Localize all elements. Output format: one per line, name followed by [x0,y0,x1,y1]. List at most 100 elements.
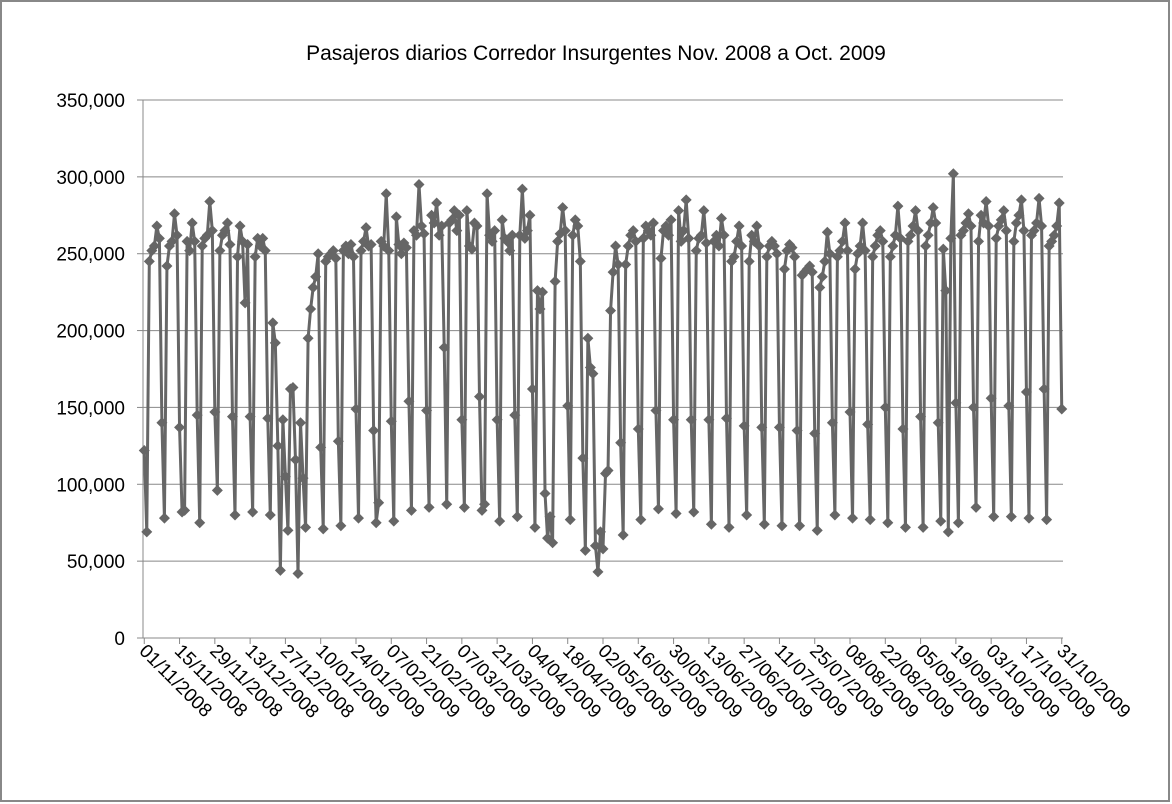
data-marker [365,238,377,250]
data-marker [184,245,196,257]
data-marker [179,504,191,516]
data-marker [413,179,425,191]
data-marker [660,220,672,232]
data-marker [453,209,465,221]
data-marker [431,197,443,209]
data-marker [489,225,501,237]
data-marker [166,235,178,247]
data-marker [481,188,493,200]
data-marker [383,245,395,257]
data-marker [771,248,783,260]
data-marker [680,194,692,206]
data-marker [191,409,203,421]
data-marker [496,214,508,226]
data-marker [1041,514,1053,526]
data-marker [897,423,909,435]
data-marker [758,518,770,530]
data-marker [446,214,458,226]
data-marker [632,423,644,435]
data-marker [206,225,218,237]
data-marker [627,225,639,237]
y-tick-label: 200,000 [56,322,125,343]
data-marker [151,220,163,232]
data-marker [405,504,417,516]
data-marker [879,401,891,413]
data-marker [307,282,319,294]
y-tick-label: 300,000 [56,168,125,189]
data-marker [932,417,944,429]
data-marker [1018,225,1030,237]
data-marker [942,526,954,538]
data-marker [1003,400,1015,412]
data-marker [930,217,942,229]
data-marker [698,205,710,217]
data-marker [269,337,281,349]
data-marker [272,440,284,452]
data-marker [388,515,400,527]
data-marker [171,229,183,241]
data-marker [610,240,622,252]
data-marker [892,200,904,212]
data-marker [836,235,848,247]
data-marker [721,412,733,424]
data-marker [345,238,357,250]
data-marker [547,537,559,549]
data-marker [645,229,657,241]
data-marker [466,243,478,255]
data-marker [537,286,549,298]
data-marker [516,183,528,195]
data-marker [456,414,468,426]
data-marker [262,412,274,424]
data-marker [839,217,851,229]
data-marker [458,501,470,513]
data-marker [877,235,889,247]
data-marker [451,225,463,237]
data-marker [678,225,690,237]
data-marker [985,392,997,404]
data-marker [602,464,614,476]
data-marker [703,414,715,426]
data-marker [756,421,768,433]
data-marker [360,222,372,234]
data-marker [370,517,382,529]
data-marker [1008,235,1020,247]
data-marker [355,245,367,257]
data-marker [700,237,712,249]
data-marker [332,435,344,447]
data-marker [289,454,301,466]
data-marker [859,245,871,257]
data-marker [594,526,606,538]
data-marker [849,263,861,275]
data-marker [247,506,259,518]
data-marker [950,397,962,409]
data-marker [509,409,521,421]
data-marker [736,240,748,252]
data-marker [511,511,523,523]
data-marker [297,472,309,484]
data-marker [559,225,571,237]
data-marker [1023,512,1035,524]
data-marker [786,242,798,254]
data-marker [385,415,397,427]
data-marker [615,437,627,449]
data-marker [534,303,546,315]
data-marker [471,220,483,232]
data-marker [970,501,982,513]
data-marker [395,248,407,260]
data-marker [882,517,894,529]
data-marker [380,188,392,200]
data-marker [491,414,503,426]
y-tick-label: 0 [114,629,125,650]
data-marker [1033,192,1045,204]
data-marker [652,503,664,515]
data-marker [809,428,821,440]
data-marker [811,524,823,536]
data-marker [690,245,702,257]
data-marker [249,251,261,263]
data-marker [778,263,790,275]
data-marker [920,240,932,252]
data-marker [282,524,294,536]
data-marker [153,232,165,244]
data-marker [189,235,201,247]
